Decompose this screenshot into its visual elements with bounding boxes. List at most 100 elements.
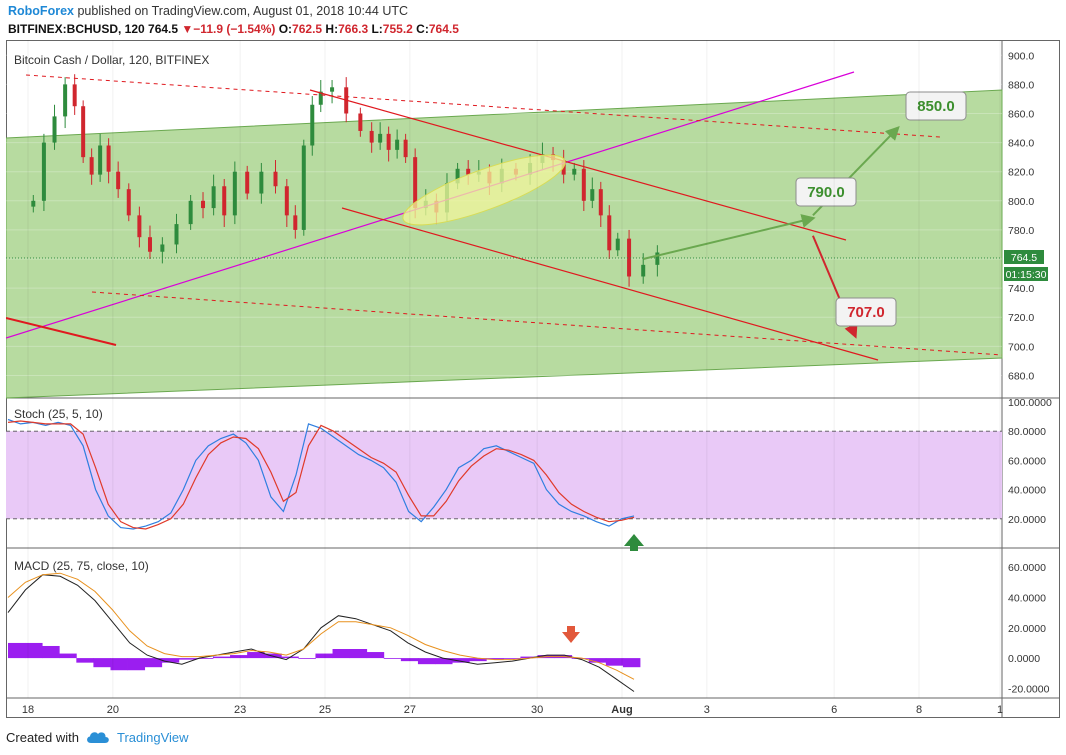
target-707-label: 707.0 bbox=[847, 304, 885, 321]
time-tick-label: 20 bbox=[107, 704, 119, 716]
symbol-line: BITFINEX:BCHUSD, 120 764.5 ▼−11.9 (−1.54… bbox=[8, 22, 459, 36]
macd-histogram-bar bbox=[8, 642, 26, 659]
macd-histogram-bar bbox=[332, 649, 351, 659]
time-tick-label: Aug bbox=[611, 704, 632, 716]
target-850-box[interactable]: 850.0 bbox=[905, 91, 967, 121]
price-tick-label: 700.0 bbox=[1008, 341, 1034, 353]
macd-histogram-bar bbox=[25, 642, 43, 659]
last-price-tag bbox=[1004, 250, 1044, 264]
candle-body bbox=[98, 145, 103, 175]
price-tick-label: 860.0 bbox=[1008, 108, 1034, 120]
candle-body bbox=[655, 252, 660, 265]
macd-histogram-bar bbox=[110, 658, 128, 671]
candle-body bbox=[310, 104, 315, 146]
target-850-label: 850.0 bbox=[917, 98, 955, 115]
target-790-box[interactable]: 790.0 bbox=[795, 177, 857, 207]
time-tick-label: 6 bbox=[831, 704, 837, 716]
macd-signal-line bbox=[7, 572, 635, 680]
macd-tick-label: -20.0000 bbox=[1008, 683, 1050, 695]
countdown-tag-label: 01:15:30 bbox=[1006, 269, 1047, 281]
consolidation-ellipse bbox=[402, 154, 566, 226]
time-tick-label: 8 bbox=[916, 704, 922, 716]
time-tick-label: 25 bbox=[319, 704, 331, 716]
stoch-d-line bbox=[7, 420, 635, 530]
candle-body bbox=[413, 157, 418, 209]
macd-histogram bbox=[8, 642, 641, 671]
macd-histogram-bar bbox=[315, 653, 333, 659]
candle-body bbox=[598, 189, 603, 216]
symbol-name: BITFINEX:BCHUSD, 120 bbox=[8, 22, 145, 36]
macd-histogram-bar bbox=[161, 658, 180, 663]
candle-body bbox=[137, 215, 142, 238]
low-label: L: bbox=[371, 22, 383, 36]
candle-body bbox=[174, 224, 179, 245]
candle-body bbox=[201, 200, 206, 209]
macd-histogram-bar bbox=[503, 658, 521, 659]
candle-body bbox=[455, 168, 460, 184]
time-tick-label: 1 bbox=[997, 704, 1003, 716]
target-707-box[interactable]: 707.0 bbox=[835, 297, 897, 327]
candle-body bbox=[403, 139, 408, 158]
created-with-text: Created with bbox=[6, 729, 79, 745]
price-tick-label: 840.0 bbox=[1008, 138, 1034, 150]
footer: Created with TradingView bbox=[6, 729, 189, 745]
price-axis-labels: 900.0880.0860.0840.0820.0800.0780.0760.0… bbox=[1008, 50, 1034, 382]
macd-histogram-bar bbox=[486, 658, 504, 660]
descending-channel-bottom bbox=[341, 207, 879, 361]
macd-histogram-bar bbox=[59, 653, 77, 659]
macd-pane-title: MACD (25, 75, close, 10) bbox=[14, 559, 149, 573]
candle-body bbox=[301, 145, 306, 230]
candle-body bbox=[245, 171, 250, 194]
macd-histogram-bar bbox=[571, 658, 590, 659]
dashed-resistance-line bbox=[25, 74, 941, 138]
candle-body bbox=[358, 113, 363, 131]
candle-body bbox=[188, 200, 193, 225]
candle-body bbox=[211, 186, 216, 209]
candle-body bbox=[89, 157, 94, 175]
price-tick-label: 880.0 bbox=[1008, 79, 1034, 91]
candle-body bbox=[147, 237, 152, 252]
stoch-axis-labels: 100.0000 80.0000 60.0000 40.0000 20.0000 bbox=[1008, 397, 1052, 526]
up-arrow-icon bbox=[624, 534, 644, 546]
target-790-background bbox=[795, 177, 857, 207]
candle-body bbox=[641, 264, 646, 277]
stoch-pane-title: Stoch (25, 5, 10) bbox=[14, 407, 103, 421]
macd-histogram-bar bbox=[622, 658, 641, 668]
candle-body bbox=[116, 171, 121, 190]
macd-macd-line bbox=[7, 574, 635, 692]
price-tick-label: 800.0 bbox=[1008, 196, 1034, 208]
price-tick-label: 780.0 bbox=[1008, 225, 1034, 237]
candle-body bbox=[293, 215, 298, 230]
candle-body bbox=[81, 106, 86, 158]
candle-body bbox=[369, 130, 374, 143]
macd-histogram-bar bbox=[400, 658, 419, 662]
price-tick-label: 720.0 bbox=[1008, 312, 1034, 324]
down-arrow-marker-icon bbox=[562, 632, 580, 643]
candle-body bbox=[466, 168, 471, 175]
stoch-tick-label: 20.0000 bbox=[1008, 514, 1046, 526]
macd-histogram-bar bbox=[212, 656, 231, 659]
candle-body bbox=[72, 84, 77, 107]
stoch-k-line bbox=[7, 418, 635, 530]
candle-body bbox=[572, 168, 577, 175]
price-tick-label: 680.0 bbox=[1008, 370, 1034, 382]
chart-svg[interactable]: 850.0 790.0 707.0 Bitcoin Cash / Dollar,… bbox=[5, 40, 1060, 718]
macd-tick-label: 0.0000 bbox=[1008, 653, 1040, 665]
macd-tick-label: 60.0000 bbox=[1008, 562, 1046, 574]
candle-body bbox=[395, 139, 400, 150]
red-short-trendline bbox=[5, 317, 117, 346]
chart-area[interactable]: 850.0 790.0 707.0 Bitcoin Cash / Dollar,… bbox=[5, 40, 1060, 718]
candle-body bbox=[378, 133, 383, 143]
macd-tick-label: 20.0000 bbox=[1008, 623, 1046, 635]
descending-channel-top bbox=[309, 89, 847, 241]
last-price-tag-label: 764.5 bbox=[1011, 252, 1037, 264]
candle-body bbox=[259, 171, 264, 194]
macd-histogram-bar bbox=[452, 658, 470, 663]
target-850-background bbox=[905, 91, 967, 121]
candle-body bbox=[607, 215, 612, 251]
candle-body bbox=[63, 84, 68, 117]
publisher-name[interactable]: RoboForex bbox=[8, 4, 74, 18]
time-tick-label: 3 bbox=[704, 704, 710, 716]
macd-histogram-bar bbox=[76, 658, 94, 663]
tradingview-link[interactable]: TradingView bbox=[116, 729, 189, 745]
